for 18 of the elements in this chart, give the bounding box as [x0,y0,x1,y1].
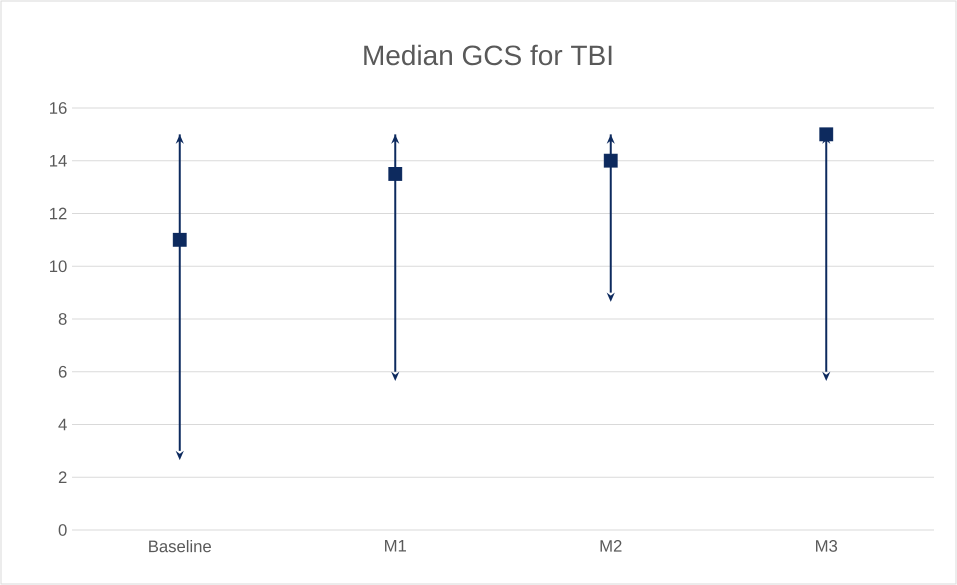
y-tick-label: 2 [58,471,66,484]
y-tick-label: 14 [50,155,67,166]
y-tick-label: 4 [58,418,67,430]
point [819,127,834,142]
y-tick-label: 0 [58,524,67,536]
x-tick-label: M1 [385,540,406,552]
y-tick-label: 8 [58,313,67,325]
point [604,154,618,168]
y-tick-label: 16 [50,102,67,114]
y-tick-label: 10 [50,260,67,272]
point [172,232,187,247]
x-tick-label: M3 [816,540,838,552]
y-tick-label: 6 [58,366,67,378]
x-tick-label: M2 [600,540,622,552]
point [388,166,402,181]
chart-title: Median GCS for TBI [364,44,612,66]
x-tick-label: Baseline [149,540,211,552]
y-tick-label: 12 [50,208,66,220]
